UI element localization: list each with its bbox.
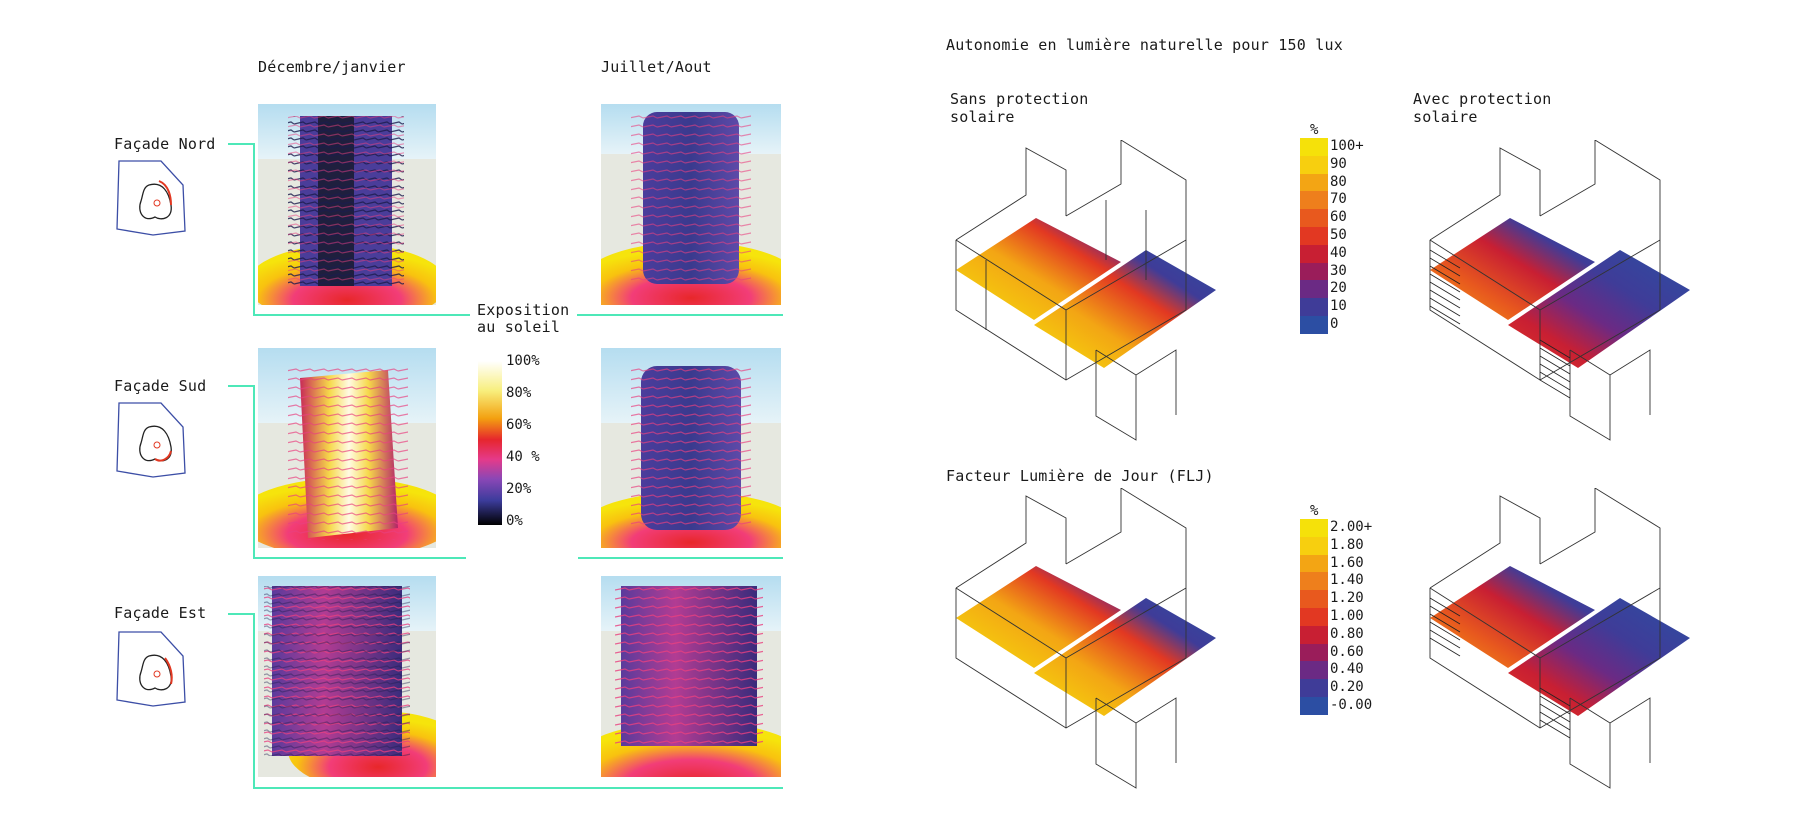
autonomy-legend-swatch — [1300, 316, 1328, 335]
row-label-north: Façade Nord — [114, 135, 216, 153]
exposure-legend: 100% 80% 60% 40 % 20% 0% — [478, 353, 558, 529]
site-plan-north-icon — [116, 160, 186, 236]
autonomy-legend-label: 100+ — [1330, 138, 1364, 154]
daylight-factor-legend-swatch — [1300, 608, 1328, 627]
site-plan-east-icon — [116, 631, 186, 707]
site-plan-south-icon — [116, 402, 186, 478]
autonomy-legend-swatch — [1300, 173, 1328, 192]
daylight-factor-legend-swatch — [1300, 536, 1328, 556]
daylight-factor-legend-label: 1.00 — [1330, 608, 1364, 624]
daylight-factor-legend-swatch — [1300, 679, 1328, 698]
autonomy-legend-swatch — [1300, 244, 1328, 264]
autonomy-legend: % 100+ 90 80 70 60 50 40 30 20 10 0 — [1298, 122, 1398, 342]
sim-north-summer — [601, 104, 781, 305]
daylight-factor-without-shading-plot — [955, 488, 1216, 789]
autonomy-legend-label: 50 — [1330, 227, 1347, 243]
exposure-tick-60: 60% — [506, 417, 532, 433]
daylight-factor-legend-unit: % — [1310, 503, 1319, 519]
autonomy-legend-swatch — [1300, 298, 1328, 317]
daylight-factor-legend-label: 1.40 — [1330, 572, 1364, 589]
daylight-factor-legend-label: 1.80 — [1330, 536, 1364, 553]
daylight-factor-legend: % 2.00+ 1.80 1.60 1.40 1.20 1.00 0.80 0.60 0.40 0… — [1298, 503, 1408, 723]
row-label-east: Façade Est — [114, 604, 207, 622]
column-header-summer: Juillet/Aout — [601, 58, 712, 76]
autonomy-legend-swatch — [1300, 155, 1328, 175]
sim-east-winter — [258, 576, 436, 777]
daylight-factor-legend-swatch — [1300, 590, 1328, 609]
autonomy-legend-label: 90 — [1330, 155, 1347, 172]
col-without-shading-2: solaire — [950, 108, 1015, 126]
col-without-shading-1: Sans protection — [950, 90, 1089, 108]
exposure-legend-title-1: Exposition — [477, 301, 570, 319]
daylight-autonomy-title: Autonomie en lumière naturelle pour 150 … — [946, 36, 1343, 54]
column-header-winter: Décembre/janvier — [258, 58, 406, 76]
autonomy-legend-label: 30 — [1330, 262, 1347, 279]
col-with-shading-1: Avec protection — [1413, 90, 1552, 108]
autonomy-legend-swatch — [1300, 227, 1328, 246]
autonomy-legend-swatch — [1300, 138, 1328, 157]
daylight-factor-legend-label: 0.40 — [1330, 661, 1364, 678]
autonomy-legend-label: 40 — [1330, 244, 1347, 261]
autonomy-legend-label: 0 — [1330, 316, 1339, 332]
exposure-tick-100: 100% — [506, 353, 540, 369]
autonomy-legend-label: 10 — [1330, 298, 1347, 315]
autonomy-legend-swatch — [1300, 262, 1328, 281]
daylight-factor-legend-swatch — [1300, 572, 1328, 591]
autonomy-with-shading-plot — [1429, 140, 1690, 441]
daylight-factor-legend-label: 1.20 — [1330, 590, 1364, 607]
autonomy-without-shading-plot — [955, 140, 1216, 441]
autonomy-legend-label: 60 — [1330, 209, 1347, 226]
daylight-factor-legend-label: 0.80 — [1330, 625, 1364, 642]
daylight-factor-legend-label: 1.60 — [1330, 554, 1364, 571]
autonomy-legend-label: 70 — [1330, 191, 1347, 208]
daylight-factor-legend-label: 2.00+ — [1330, 519, 1373, 535]
sim-south-summer — [601, 348, 781, 548]
daylight-factor-legend-swatch — [1300, 519, 1328, 538]
autonomy-legend-label: 80 — [1330, 173, 1347, 190]
daylight-factor-legend-swatch — [1300, 625, 1328, 645]
exposure-tick-40: 40 % — [506, 449, 540, 465]
sim-north-winter — [258, 104, 436, 305]
exposure-tick-0: 0% — [506, 513, 523, 529]
autonomy-legend-swatch — [1300, 209, 1328, 228]
daylight-factor-legend-swatch — [1300, 697, 1328, 716]
connector-lines — [228, 143, 783, 789]
sim-south-winter — [258, 348, 436, 548]
autonomy-legend-swatch — [1300, 280, 1328, 299]
autonomy-legend-unit: % — [1310, 122, 1319, 138]
col-with-shading-2: solaire — [1413, 108, 1478, 126]
exposure-tick-80: 80% — [506, 385, 532, 401]
daylight-factor-legend-label: -0.00 — [1330, 697, 1373, 713]
sim-east-summer — [601, 576, 781, 777]
exposure-legend-title-2: au soleil — [477, 318, 561, 336]
row-label-south: Façade Sud — [114, 377, 207, 395]
daylight-factor-legend-swatch — [1300, 661, 1328, 680]
autonomy-legend-label: 20 — [1330, 280, 1347, 297]
daylight-factor-legend-label: 0.20 — [1330, 679, 1364, 696]
daylight-factor-legend-swatch — [1300, 554, 1328, 573]
daylight-factor-with-shading-plot — [1429, 488, 1690, 789]
autonomy-legend-swatch — [1300, 191, 1328, 210]
daylight-factor-legend-swatch — [1300, 643, 1328, 662]
exposure-tick-20: 20% — [506, 481, 532, 497]
daylight-factor-title: Facteur Lumière de Jour (FLJ) — [946, 467, 1214, 485]
daylight-factor-legend-label: 0.60 — [1330, 643, 1364, 660]
